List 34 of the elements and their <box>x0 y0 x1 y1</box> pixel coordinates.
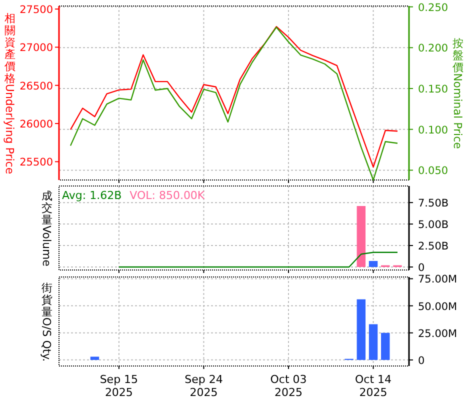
y2-tick-label: 0.050 <box>418 165 448 178</box>
y-tick-label: 27000 <box>20 42 53 54</box>
y-tick-label: 75.00M <box>418 274 458 286</box>
y-tick-label: 5.00B <box>418 219 449 232</box>
annotation: Avg: 1.62B <box>62 189 122 202</box>
bar <box>368 324 378 360</box>
x-tick-label: Sep 15 2025 <box>100 373 138 399</box>
y-axis-title: 相關資產價格 Underlying Price <box>3 12 16 174</box>
y-tick-label: 0 <box>418 262 425 274</box>
y2-tick-label: 0.250 <box>418 2 448 14</box>
y2-tick-label: 0.200 <box>418 42 448 55</box>
y-tick-label: 50.00M <box>418 300 458 313</box>
y-axis-title: 街貨量O/S Qty. <box>40 281 54 362</box>
bar <box>356 299 366 360</box>
y2-tick-label: 0.100 <box>418 124 448 136</box>
annotation: VOL: 850.00K <box>130 189 206 202</box>
bar <box>381 332 390 360</box>
bar <box>90 356 100 360</box>
y-tick-label: 7.50B <box>418 198 449 210</box>
y-tick-label: 26000 <box>20 118 53 131</box>
x-tick-label: Sep 24 2025 <box>184 373 223 399</box>
bar <box>356 206 366 267</box>
bar <box>368 260 378 267</box>
y2-axis-title: 按盤價Nominal Price <box>451 37 464 150</box>
y-tick-label: 25.00M <box>418 328 458 340</box>
y-tick-label: 27500 <box>20 4 53 16</box>
y2-tick-label: 0.150 <box>418 84 448 96</box>
y-tick-label: 0 <box>418 354 425 367</box>
x-tick-label: Oct 03 2025 <box>270 373 307 399</box>
y-axis-title: 成交量Volume <box>40 190 54 267</box>
y-tick-label: 2.50B <box>418 240 449 253</box>
y-tick-label: 26500 <box>20 80 53 92</box>
y-tick-label: 25500 <box>20 156 53 169</box>
x-tick-label: Oct 14 2025 <box>355 373 392 399</box>
